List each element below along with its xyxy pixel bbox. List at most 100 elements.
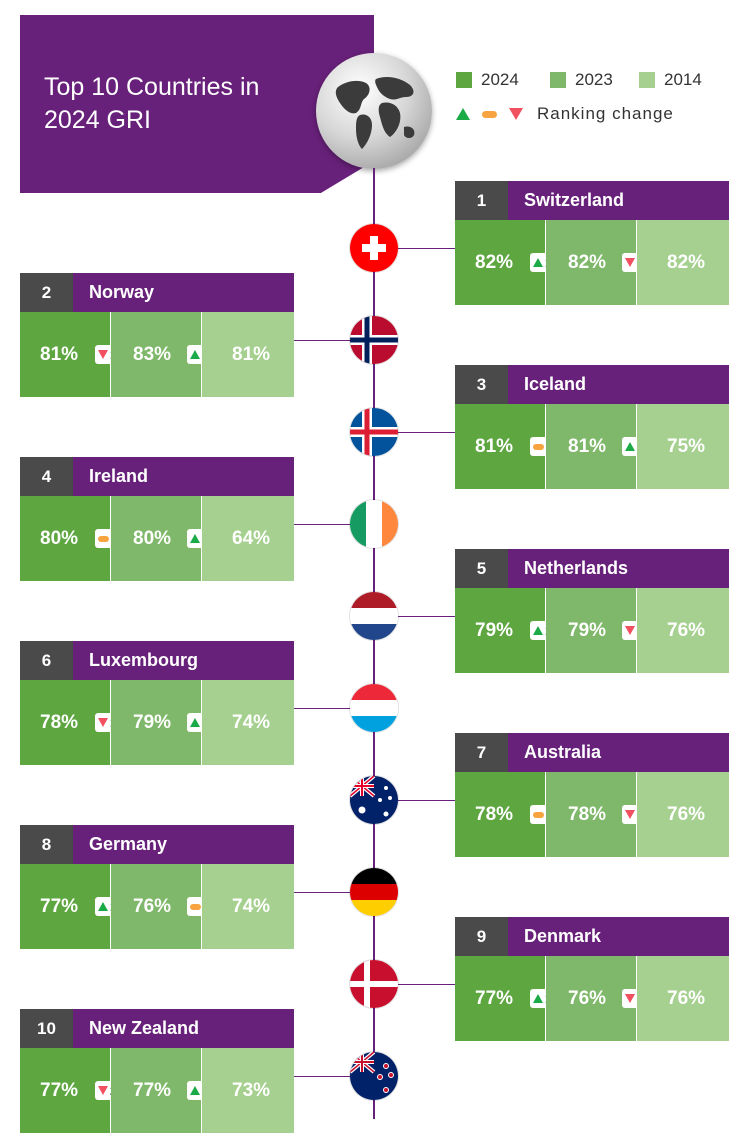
down-triangle-icon [98,350,108,359]
legend-label: 2014 [664,70,702,89]
connector-line [294,892,350,893]
legend-ranking-change: Ranking change [456,104,674,124]
rank-number: 1 [455,181,508,220]
connector-line [398,616,455,617]
score-2023: 76%5 [546,956,648,1041]
score-2024-value: 82% [475,252,514,273]
score-2023-value: 76% [568,988,607,1009]
score-2024: 80%0 [20,496,122,581]
legend-swatch-2023 [550,72,566,88]
card-header: 4 Ireland [20,457,294,496]
score-2024: 81%0 [455,404,557,489]
connector-line [294,524,350,525]
score-2023: 82%1 [546,220,648,305]
score-2023-value: 79% [133,712,172,733]
score-2014: 74% [202,680,294,765]
up-triangle-icon [533,258,543,267]
score-2014: 75% [637,404,729,489]
country-name: Luxembourg [89,650,199,670]
card-header: 8 Germany [20,825,294,864]
connector-line [398,800,455,801]
score-2014-value: 73% [232,1080,271,1101]
legend-ranking-label: Ranking change [537,104,674,123]
score-bar: 80%080%19 64% [20,496,294,581]
score-2014-value: 64% [232,528,271,549]
up-triangle-icon [98,902,108,911]
score-2023-value: 77% [133,1080,172,1101]
score-2024-value: 77% [40,1080,79,1101]
score-2014: 76% [637,588,729,673]
score-2024: 81%1 [20,312,121,397]
country-name: Norway [89,282,155,302]
score-2014: 74% [202,864,294,949]
norway-flag-icon [350,316,398,364]
connector-line [294,708,350,709]
score-2023: 79%5 [111,680,213,765]
country-card: 3 Iceland 81%081%5 75% [455,365,729,489]
score-2014: 76% [637,956,729,1041]
score-2014: 73% [202,1048,294,1133]
rank-number: 9 [455,917,508,956]
no-change-icon [190,903,201,910]
score-bar: 77%176%0 74% [20,864,294,949]
rank-number: 7 [455,733,508,772]
score-2014-value: 76% [667,620,706,641]
country-card: 5 Netherlands 79%179%2 76% [455,549,729,673]
up-triangle-icon [456,108,470,120]
up-triangle-icon [190,1086,200,1095]
up-triangle-icon [190,350,200,359]
score-2023: 76%0 [111,864,214,949]
score-2014: 82% [637,220,729,305]
score-2023: 81%5 [546,404,648,489]
score-2023-value: 78% [568,804,607,825]
score-2024: 77%1 [455,956,556,1041]
score-2024-value: 78% [40,712,79,733]
score-2014-value: 81% [232,344,271,365]
score-2024-value: 81% [475,436,514,457]
up-triangle-icon [625,442,635,451]
score-2024: 77%2 [20,1048,121,1133]
country-card: 7 Australia 78%078%4 76% [455,733,729,857]
card-header: 1 Switzerland [455,181,729,220]
legend-swatch-2014 [639,72,655,88]
score-2023-value: 83% [133,344,172,365]
globe-icon [316,53,432,169]
rank-number: 10 [20,1009,73,1048]
score-2014: 64% [202,496,294,581]
score-2023: 79%2 [546,588,648,673]
down-triangle-icon [625,994,635,1003]
new-zealand-flag-icon [350,1052,398,1100]
germany-flag-icon [350,868,398,916]
iceland-flag-icon [350,408,398,456]
card-header: 5 Netherlands [455,549,729,588]
page-title: Top 10 Countries in 2024 GRI [44,73,260,134]
rank-number: 5 [455,549,508,588]
card-header: 9 Denmark [455,917,729,956]
score-bar: 77%277%5 73% [20,1048,294,1133]
up-triangle-icon [190,534,200,543]
score-2024-value: 78% [475,804,514,825]
legend-swatch-2024 [456,72,472,88]
score-2024-value: 77% [475,988,514,1009]
score-2014-value: 82% [667,252,706,273]
rank-number: 3 [455,365,508,404]
denmark-flag-icon [350,960,398,1008]
score-bar: 77%176%576% [455,956,729,1041]
country-card: 10 New Zealand 77%277%5 73% [20,1009,294,1133]
score-2023: 83%1 [111,312,213,397]
timeline-spine [373,168,375,1119]
rank-number: 2 [20,273,73,312]
card-header: 10 New Zealand [20,1009,294,1048]
score-2023-value: 76% [133,896,172,917]
score-2014-value: 74% [232,896,271,917]
score-2014-value: 74% [232,712,271,733]
rank-number: 6 [20,641,73,680]
score-2024: 77%1 [20,864,121,949]
down-triangle-icon [625,810,635,819]
card-header: 3 Iceland [455,365,729,404]
title-banner: Top 10 Countries in 2024 GRI [20,15,374,193]
legend-label: 2023 [575,70,613,89]
score-2014: 76% [637,772,729,857]
